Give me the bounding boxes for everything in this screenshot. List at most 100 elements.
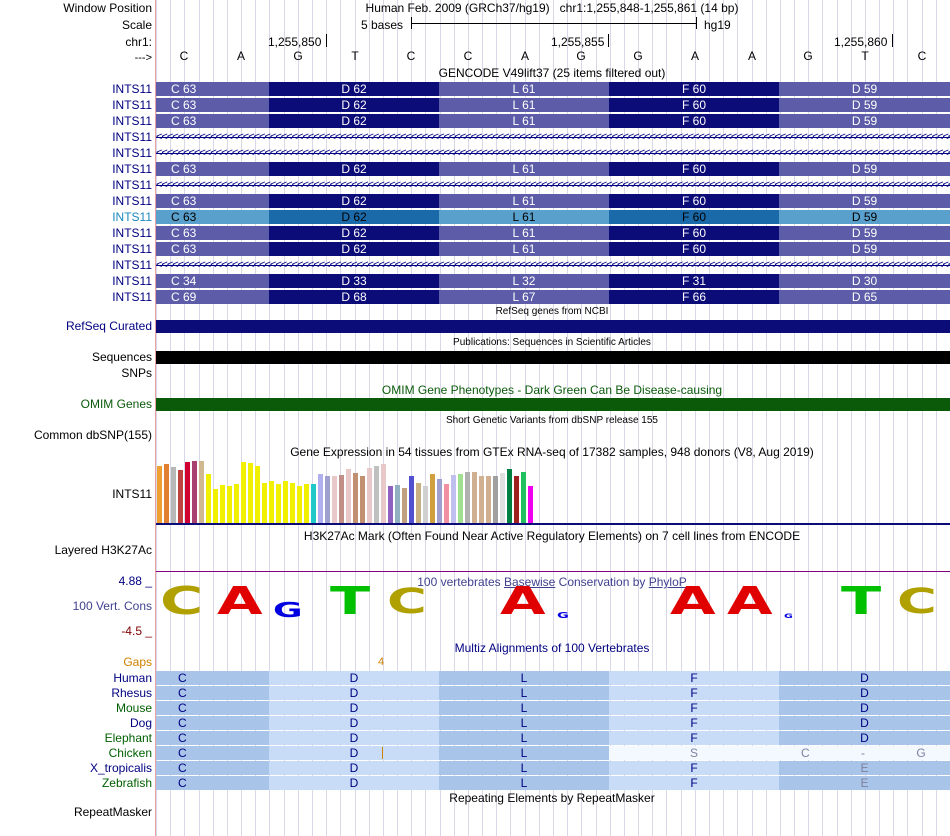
species-label[interactable]: Rhesus	[111, 686, 152, 700]
gtex-bar[interactable]	[444, 484, 449, 523]
alignment-block[interactable]: F	[609, 686, 779, 700]
codon-block[interactable]: F 60	[609, 210, 779, 224]
alignment-block[interactable]: F	[609, 671, 779, 685]
alignment-block[interactable]: L	[439, 761, 609, 775]
codon-block[interactable]: F 60	[609, 194, 779, 208]
omim-label[interactable]: OMIM Genes	[80, 397, 152, 411]
gtex-bar[interactable]	[500, 473, 505, 523]
sequences-label[interactable]: Sequences	[91, 350, 152, 364]
codon-block[interactable]: D 62	[269, 194, 439, 208]
codon-block[interactable]: C 63	[156, 82, 269, 96]
codon-block[interactable]: D 62	[269, 82, 439, 96]
gtex-bar[interactable]	[283, 481, 288, 523]
codon-block[interactable]: L 61	[439, 210, 609, 224]
snps-label[interactable]: SNPs	[121, 366, 152, 380]
gtex-bar[interactable]	[318, 474, 323, 523]
codon-block[interactable]: D 59	[779, 210, 950, 224]
codon-block[interactable]: L 61	[439, 226, 609, 240]
gencode-row-label[interactable]: INTS11	[112, 274, 152, 288]
gtex-bar[interactable]	[409, 476, 414, 523]
gtex-bar[interactable]	[332, 476, 337, 523]
codon-block[interactable]: L 61	[439, 98, 609, 112]
alignment-block[interactable]: L	[439, 716, 609, 730]
alignment-block[interactable]: D	[269, 701, 439, 715]
refseq-feature[interactable]	[156, 320, 950, 333]
alignment-block[interactable]: C	[156, 746, 269, 760]
codon-block[interactable]: D 59	[779, 114, 950, 128]
gtex-bar[interactable]	[472, 472, 477, 523]
gtex-bar[interactable]	[269, 481, 274, 523]
codon-block[interactable]: D 59	[779, 226, 950, 240]
cons-title[interactable]: 100 vertebrates Basewise Conservation by…	[417, 575, 687, 589]
alignment-block[interactable]: C	[156, 716, 269, 730]
repeatmasker-label[interactable]: RepeatMasker	[73, 805, 152, 819]
publications-title[interactable]: Publications: Sequences in Scientific Ar…	[453, 337, 651, 348]
codon-block[interactable]: F 31	[609, 274, 779, 288]
codon-block[interactable]: L 61	[439, 114, 609, 128]
gtex-bar[interactable]	[521, 472, 526, 523]
alignment-block[interactable]: D	[269, 761, 439, 775]
alignment-block[interactable]: F	[609, 761, 779, 775]
dbsnp-title[interactable]: Short Genetic Variants from dbSNP releas…	[446, 415, 658, 426]
gtex-bar[interactable]	[465, 472, 470, 523]
gtex-bar[interactable]	[388, 486, 393, 523]
gtex-bar[interactable]	[367, 468, 372, 523]
gtex-bar[interactable]	[227, 486, 232, 523]
gtex-bar[interactable]	[458, 474, 463, 523]
codon-block[interactable]: L 67	[439, 290, 609, 304]
codon-block[interactable]: D 62	[269, 98, 439, 112]
alignment-block[interactable]: F	[609, 776, 779, 790]
h3k27ac-title[interactable]: H3K27Ac Mark (Often Found Near Active Re…	[303, 529, 801, 543]
codon-block[interactable]: C 63	[156, 242, 269, 256]
gtex-bar[interactable]	[493, 476, 498, 523]
gtex-bar[interactable]	[213, 489, 218, 523]
dbsnp-label[interactable]: Common dbSNP(155)	[33, 428, 152, 442]
gtex-bar[interactable]	[339, 475, 344, 523]
species-label[interactable]: Zebrafish	[101, 776, 152, 790]
gtex-bar[interactable]	[360, 476, 365, 523]
gtex-bar[interactable]	[325, 476, 330, 523]
publications-feature[interactable]	[156, 351, 950, 364]
gtex-bar[interactable]	[220, 485, 225, 523]
refseq-label[interactable]: RefSeq Curated	[65, 319, 152, 333]
alignment-block[interactable]: D	[779, 716, 950, 730]
gencode-row-label[interactable]: INTS11	[112, 178, 152, 192]
codon-block[interactable]: D 59	[779, 242, 950, 256]
codon-block[interactable]: F 60	[609, 98, 779, 112]
codon-block[interactable]: D 59	[779, 82, 950, 96]
alignment-block[interactable]: D	[269, 686, 439, 700]
alignment-block[interactable]: D	[779, 686, 950, 700]
gtex-chart[interactable]	[156, 460, 950, 523]
codon-block[interactable]: F 60	[609, 114, 779, 128]
gencode-title[interactable]: GENCODE V49lift37 (25 items filtered out…	[438, 66, 666, 80]
gtex-label[interactable]: INTS11	[112, 487, 152, 501]
alignment-block[interactable]: D	[779, 701, 950, 715]
gtex-bar[interactable]	[192, 461, 197, 523]
alignment-block[interactable]: D	[779, 731, 950, 745]
codon-block[interactable]: C 63	[156, 194, 269, 208]
species-label[interactable]: Chicken	[108, 746, 152, 760]
gtex-bar[interactable]	[514, 476, 519, 523]
codon-block[interactable]: L 61	[439, 162, 609, 176]
species-label[interactable]: Mouse	[115, 701, 152, 715]
gtex-bar[interactable]	[353, 473, 358, 523]
refseq-title[interactable]: RefSeq genes from NCBI	[495, 306, 609, 317]
alignment-block[interactable]: C	[156, 686, 269, 700]
cons-label[interactable]: 100 Vert. Cons	[72, 599, 152, 613]
omim-title[interactable]: OMIM Gene Phenotypes - Dark Green Can Be…	[381, 383, 723, 397]
gtex-bar[interactable]	[507, 469, 512, 523]
alignment-block[interactable]: E	[779, 776, 950, 790]
codon-block[interactable]: D 59	[779, 162, 950, 176]
gencode-row-label[interactable]: INTS11	[112, 226, 152, 240]
codon-block[interactable]: C 63	[156, 210, 269, 224]
codon-block[interactable]: L 61	[439, 242, 609, 256]
alignment-block[interactable]: C	[156, 671, 269, 685]
gtex-bar[interactable]	[374, 466, 379, 523]
gtex-bar[interactable]	[416, 483, 421, 523]
gtex-bar[interactable]	[234, 484, 239, 523]
codon-block[interactable]: L 61	[439, 82, 609, 96]
alignment-block[interactable]: D	[269, 776, 439, 790]
gencode-row-label[interactable]: INTS11	[112, 146, 152, 160]
h3k27ac-label[interactable]: Layered H3K27Ac	[54, 543, 152, 557]
